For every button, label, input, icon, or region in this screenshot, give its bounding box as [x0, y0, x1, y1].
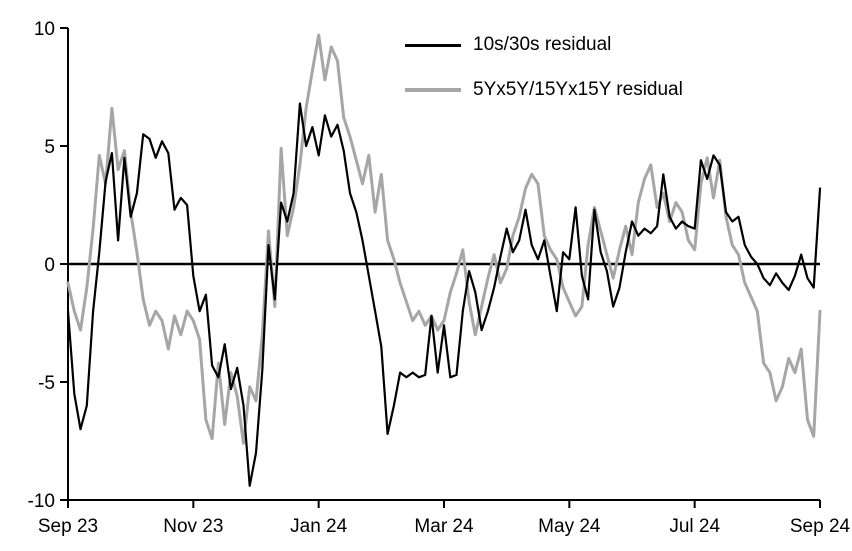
x-tick-label: Mar 24: [414, 516, 474, 537]
x-tick-label: Jan 24: [290, 516, 347, 537]
legend-item-5yx5y: 5Yx5Y/15Yx15Y residual: [405, 78, 683, 102]
legend-line-sample-gray: [405, 88, 461, 92]
series-line-5yx5y: [66, 33, 822, 445]
series-line-10s30s: [66, 102, 822, 487]
y-tick-label: 10: [34, 19, 55, 40]
x-tick-label: Nov 23: [163, 516, 223, 537]
legend: 10s/30s residual 5Yx5Y/15Yx15Y residual: [405, 33, 683, 123]
legend-label-5yx5y: 5Yx5Y/15Yx15Y residual: [473, 79, 683, 100]
x-tick-label: Sep 24: [790, 516, 851, 537]
legend-line-sample-black: [405, 43, 461, 47]
legend-label-10s30s: 10s/30s residual: [473, 34, 612, 55]
x-tick-label: Sep 23: [38, 516, 98, 537]
y-tick-label: 5: [44, 137, 55, 158]
y-tick-label: -10: [28, 491, 55, 512]
x-tick-label: Jul 24: [669, 516, 720, 537]
legend-item-10s30s: 10s/30s residual: [405, 33, 683, 57]
y-tick-label: -5: [38, 373, 55, 394]
x-tick-label: May 24: [538, 516, 601, 537]
y-tick-label: 0: [44, 255, 55, 276]
